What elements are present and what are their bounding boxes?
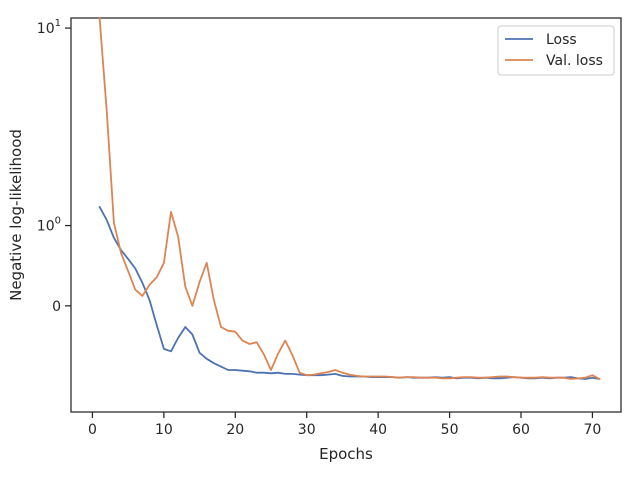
- legend-label-val-loss: Val. loss: [546, 53, 603, 69]
- series-line-loss: [98, 205, 601, 380]
- x-tick-label: 60: [512, 422, 530, 438]
- x-tick-label: 10: [155, 422, 173, 438]
- y-axis-ticks: 101 100 0: [37, 18, 71, 315]
- x-axis-label: Epochs: [319, 445, 373, 463]
- x-tick-label: 50: [441, 422, 459, 438]
- series-line-val-loss: [98, 17, 601, 380]
- x-tick-label: 0: [88, 422, 97, 438]
- y-axis-label: Negative log-likelihood: [7, 129, 25, 301]
- y-tick-label: 101: [37, 18, 61, 37]
- plot-frame: [70, 17, 622, 413]
- x-tick-label: 20: [226, 422, 244, 438]
- x-tick-label: 70: [584, 422, 602, 438]
- legend: Loss Val. loss: [497, 25, 615, 76]
- y-tick-label: 100: [37, 216, 61, 235]
- series-layer: [98, 17, 601, 380]
- y-tick-label: 0: [52, 299, 61, 315]
- x-axis-ticks: 0 10 20 30 40 50 60 70: [88, 412, 601, 438]
- x-tick-label: 30: [298, 422, 316, 438]
- legend-label-loss: Loss: [546, 32, 577, 48]
- x-tick-label: 40: [369, 422, 387, 438]
